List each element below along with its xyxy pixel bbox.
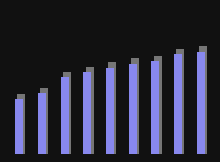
Bar (199, 46, 207, 154)
Bar (63, 72, 71, 154)
Bar (83, 72, 91, 154)
Bar (131, 58, 139, 154)
Bar (61, 77, 69, 154)
Bar (129, 64, 137, 154)
Bar (86, 67, 94, 154)
Bar (106, 68, 114, 154)
Bar (17, 94, 25, 154)
Bar (108, 62, 116, 154)
Bar (154, 56, 162, 154)
Bar (151, 61, 160, 154)
Bar (174, 54, 182, 154)
Bar (197, 52, 205, 154)
Bar (176, 48, 184, 154)
Bar (38, 93, 46, 154)
Bar (40, 88, 48, 154)
Bar (15, 99, 23, 154)
